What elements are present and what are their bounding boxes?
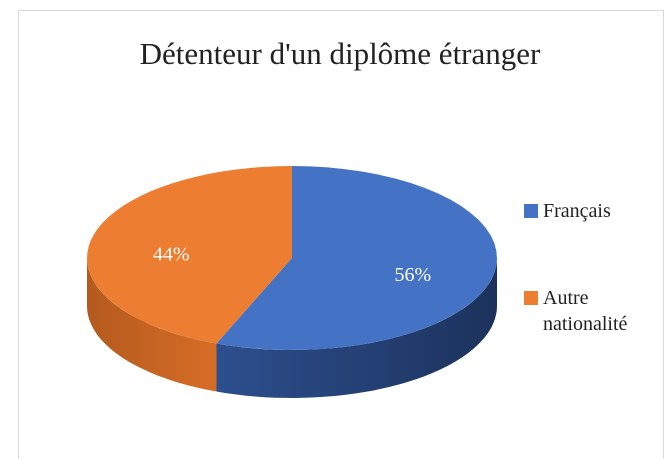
legend-swatch <box>524 291 538 305</box>
pie-side <box>87 258 217 392</box>
data-label: 56% <box>394 264 431 286</box>
pie-slice <box>216 166 497 350</box>
chart-title: Détenteur d'un diplôme étranger <box>140 36 541 71</box>
legend-swatch <box>524 204 538 218</box>
legend-label: Autre nationalité <box>543 287 628 335</box>
legend-entry: Français <box>524 198 658 224</box>
pie-side <box>216 258 497 398</box>
legend-entry: Autre nationalité <box>524 285 658 337</box>
pie-slice <box>87 166 292 344</box>
data-label: 44% <box>153 243 190 265</box>
legend-label: Français <box>543 200 611 222</box>
